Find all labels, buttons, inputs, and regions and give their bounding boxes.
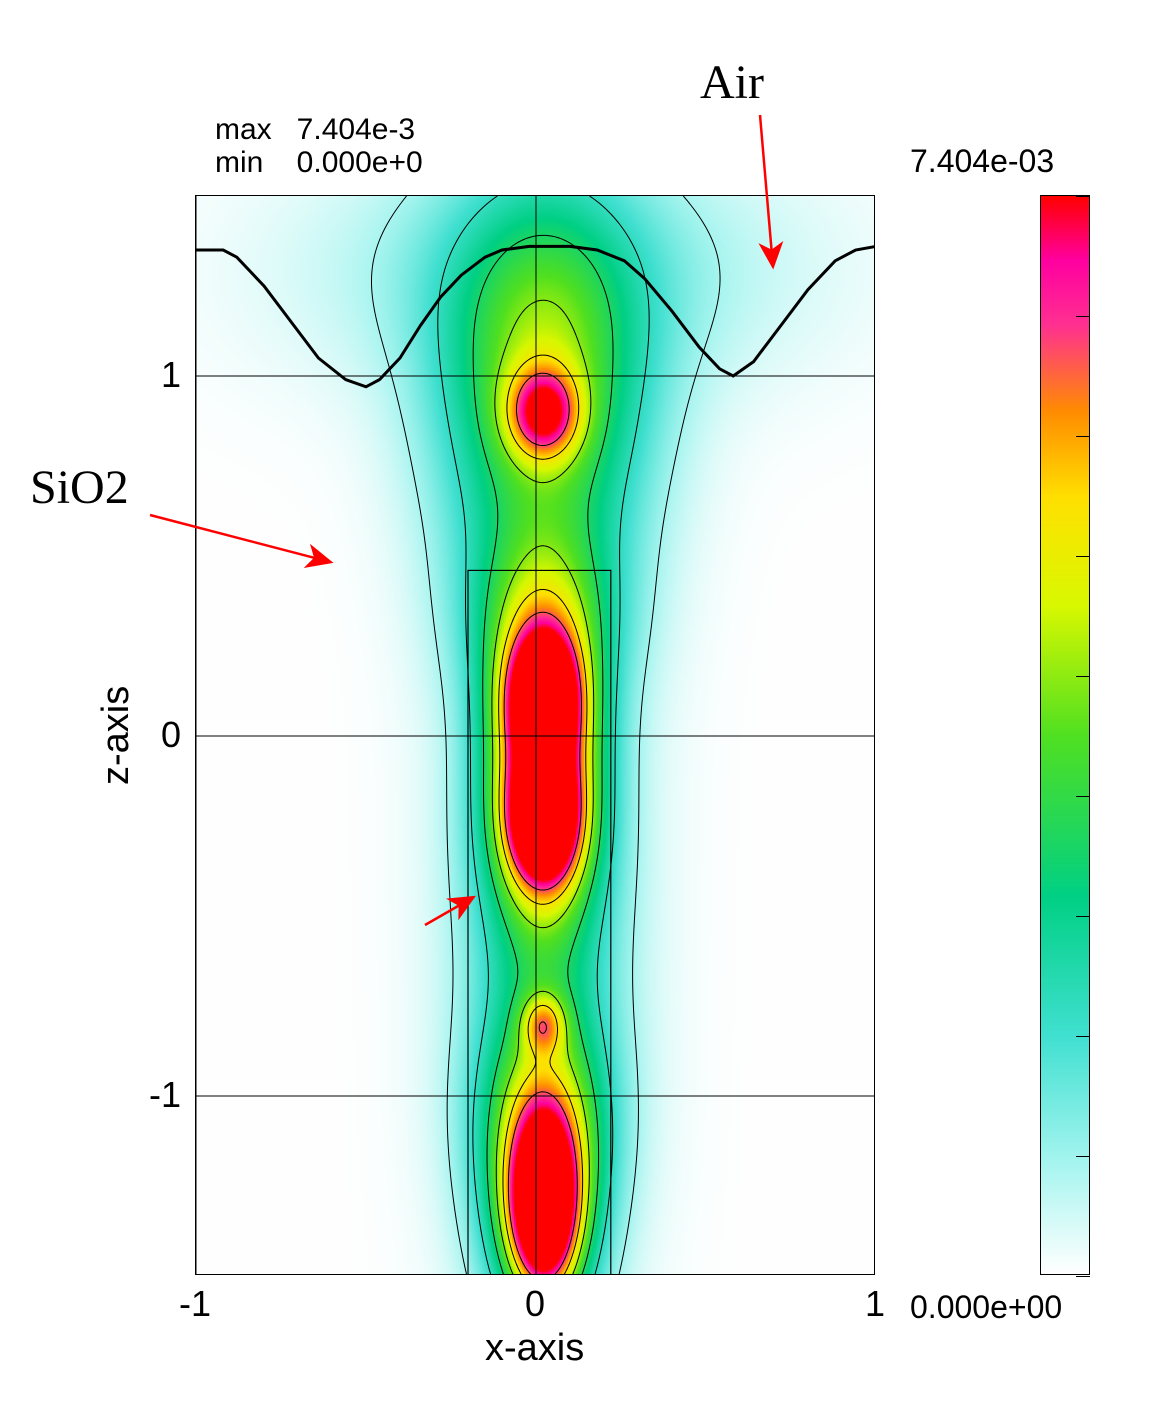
tick-label: -1	[149, 1074, 181, 1116]
annotation-arrows	[0, 0, 1172, 1410]
figure-page: max 7.404e-3 min 0.000e+0 Air SiO2 Si 7.…	[0, 0, 1172, 1410]
tick-label: 1	[865, 1283, 885, 1325]
tick-label: 0	[525, 1283, 545, 1325]
tick-label: 1	[161, 354, 181, 396]
tick-label: -1	[179, 1283, 211, 1325]
tick-label: 0	[161, 714, 181, 756]
